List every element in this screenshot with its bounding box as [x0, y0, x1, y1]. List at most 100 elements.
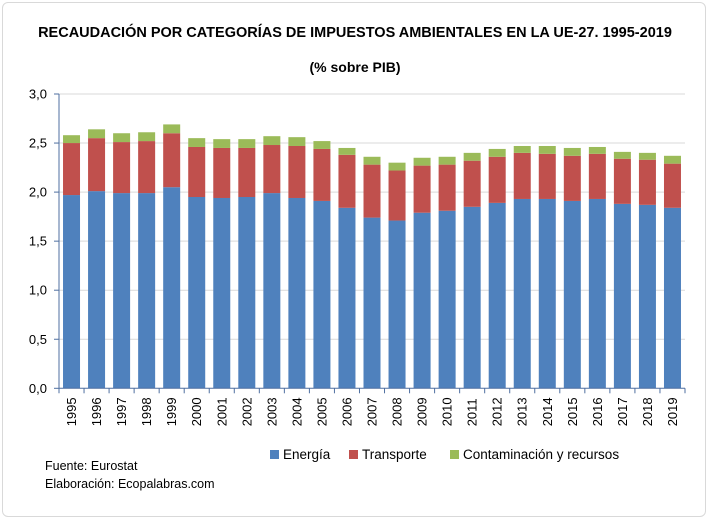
bar-transporte-2019 — [663, 163, 681, 208]
x-tick-label: 2015 — [565, 397, 580, 426]
bar-energía-2014 — [538, 198, 556, 389]
legend-swatch — [349, 450, 358, 459]
bar-transporte-1997 — [113, 142, 131, 194]
bar-energía-2006 — [338, 207, 356, 389]
bar-energía-1995 — [63, 195, 81, 389]
x-tick-label: 2011 — [465, 398, 480, 426]
bar-contaminación-y-recursos-2013 — [513, 145, 531, 153]
x-tick-label: 2009 — [415, 397, 430, 426]
x-tick-label: 1999 — [164, 397, 179, 426]
x-tick-label: 2002 — [239, 397, 254, 426]
legend-label: Energía — [283, 447, 331, 462]
bar-contaminación-y-recursos-2011 — [463, 152, 481, 161]
bar-transporte-2014 — [538, 153, 556, 199]
bar-transporte-1998 — [138, 141, 156, 194]
bar-transporte-2000 — [188, 146, 206, 198]
bar-energía-2002 — [238, 197, 256, 389]
bar-transporte-2012 — [488, 156, 506, 203]
x-tick-label: 2005 — [314, 397, 329, 426]
bar-contaminación-y-recursos-2001 — [213, 139, 231, 148]
bar-contaminación-y-recursos-2017 — [613, 151, 631, 159]
bar-contaminación-y-recursos-2009 — [413, 157, 431, 166]
bar-energía-1996 — [88, 191, 106, 389]
bar-contaminación-y-recursos-2004 — [288, 137, 306, 146]
bar-transporte-2004 — [288, 145, 306, 198]
bar-transporte-2009 — [413, 165, 431, 213]
bar-energía-2010 — [438, 210, 456, 389]
chart-subtitle: (% sobre PIB) — [309, 59, 401, 75]
x-tick-label: 2013 — [515, 397, 530, 426]
bar-transporte-2018 — [638, 159, 656, 205]
bar-contaminación-y-recursos-2018 — [638, 152, 656, 160]
x-tick-label: 2014 — [540, 397, 555, 426]
y-tick-label: 2,5 — [29, 136, 47, 151]
x-tick-label: 2000 — [189, 397, 204, 426]
bar-contaminación-y-recursos-2007 — [363, 156, 381, 165]
bar-contaminación-y-recursos-2002 — [238, 139, 256, 148]
bar-transporte-1999 — [163, 133, 181, 188]
bar-energía-1998 — [138, 193, 156, 389]
bar-transporte-1995 — [63, 143, 81, 196]
y-tick-label: 3,0 — [29, 87, 47, 102]
bar-contaminación-y-recursos-1996 — [88, 129, 106, 139]
bar-contaminación-y-recursos-2005 — [313, 141, 331, 149]
bar-contaminación-y-recursos-1998 — [138, 132, 156, 142]
x-tick-label: 2001 — [214, 397, 229, 426]
bar-contaminación-y-recursos-2015 — [563, 147, 581, 156]
bar-transporte-2016 — [588, 153, 606, 199]
source-note: Fuente: Eurostat — [45, 459, 138, 473]
bar-transporte-2010 — [438, 164, 456, 211]
y-tick-label: 1,0 — [29, 283, 47, 298]
x-tick-label: 1998 — [139, 397, 154, 426]
y-tick-label: 0,5 — [29, 332, 47, 347]
x-tick-label: 2003 — [264, 397, 279, 426]
bar-energía-2015 — [563, 200, 581, 389]
bar-energía-2016 — [588, 198, 606, 389]
bar-energía-2017 — [613, 203, 631, 389]
bar-energía-2019 — [663, 207, 681, 389]
bar-energía-2008 — [388, 220, 406, 389]
bar-contaminación-y-recursos-1997 — [113, 133, 131, 143]
x-tick-label: 1997 — [114, 397, 129, 426]
bar-contaminación-y-recursos-2014 — [538, 145, 556, 154]
y-tick-label: 1,5 — [29, 234, 47, 249]
bar-energía-2000 — [188, 197, 206, 389]
bar-contaminación-y-recursos-2016 — [588, 146, 606, 154]
legend-label: Contaminación y recursos — [463, 447, 619, 462]
bar-energía-2001 — [213, 197, 231, 389]
bar-energía-2011 — [463, 206, 481, 389]
bar-transporte-2003 — [263, 145, 281, 194]
bar-transporte-2005 — [313, 148, 331, 201]
x-tick-label: 2010 — [440, 397, 455, 426]
bar-energía-2007 — [363, 217, 381, 389]
y-tick-label: 2,0 — [29, 185, 47, 200]
bar-contaminación-y-recursos-2006 — [338, 147, 356, 155]
bar-contaminación-y-recursos-2012 — [488, 148, 506, 157]
legend-swatch — [450, 450, 459, 459]
bar-contaminación-y-recursos-2000 — [188, 138, 206, 147]
x-tick-label: 1995 — [64, 397, 79, 426]
bar-transporte-1996 — [88, 138, 106, 192]
legend-swatch — [270, 450, 279, 459]
bar-transporte-2006 — [338, 154, 356, 208]
x-tick-label: 2008 — [390, 397, 405, 426]
bar-energía-2003 — [263, 193, 281, 389]
chart-title: RECAUDACIÓN POR CATEGORÍAS DE IMPUESTOS … — [38, 25, 672, 41]
bar-transporte-2008 — [388, 170, 406, 221]
bar-transporte-2013 — [513, 152, 531, 199]
x-tick-label: 1996 — [89, 397, 104, 426]
legend-label: Transporte — [362, 447, 427, 462]
bar-energía-2013 — [513, 198, 531, 389]
bar-energía-1997 — [113, 193, 131, 389]
x-tick-label: 2019 — [665, 397, 680, 426]
bar-energía-2005 — [313, 200, 331, 389]
bar-energía-2018 — [638, 204, 656, 389]
bar-energía-2004 — [288, 197, 306, 389]
bar-energía-2012 — [488, 202, 506, 389]
bar-transporte-2015 — [563, 155, 581, 201]
x-tick-label: 2012 — [490, 397, 505, 426]
bar-contaminación-y-recursos-2019 — [663, 155, 681, 164]
bar-transporte-2002 — [238, 147, 256, 198]
